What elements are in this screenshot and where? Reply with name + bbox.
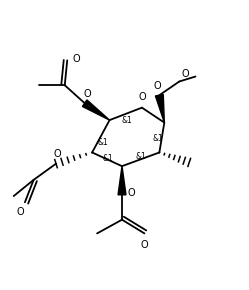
Text: O: O: [127, 188, 135, 198]
Polygon shape: [82, 100, 110, 120]
Text: &1: &1: [153, 133, 164, 142]
Text: &1: &1: [98, 138, 109, 147]
Text: O: O: [138, 92, 146, 102]
Text: O: O: [54, 149, 61, 159]
Text: &1: &1: [135, 153, 146, 162]
Text: &1: &1: [122, 116, 132, 125]
Text: O: O: [16, 207, 24, 217]
Text: O: O: [83, 89, 91, 99]
Text: O: O: [140, 240, 148, 250]
Text: O: O: [72, 54, 80, 64]
Polygon shape: [155, 95, 164, 123]
Polygon shape: [118, 166, 126, 195]
Text: O: O: [154, 81, 161, 91]
Text: O: O: [182, 69, 189, 79]
Text: &1: &1: [103, 154, 114, 163]
